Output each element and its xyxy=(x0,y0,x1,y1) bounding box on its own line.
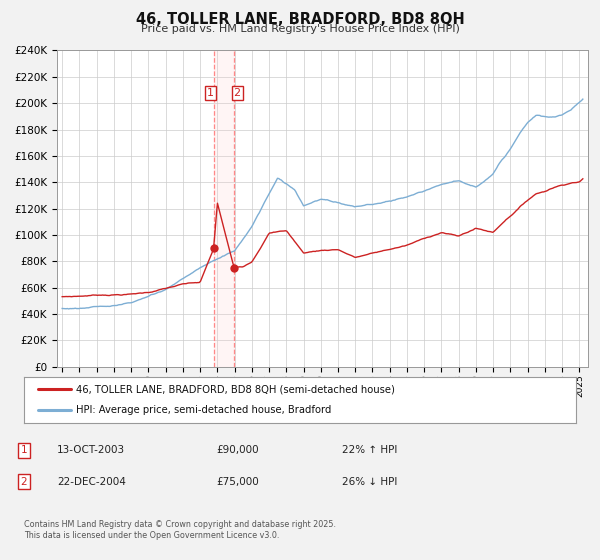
Text: HPI: Average price, semi-detached house, Bradford: HPI: Average price, semi-detached house,… xyxy=(76,405,332,416)
Text: 22-DEC-2004: 22-DEC-2004 xyxy=(57,477,126,487)
Text: 22% ↑ HPI: 22% ↑ HPI xyxy=(342,445,397,455)
Text: 46, TOLLER LANE, BRADFORD, BD8 8QH (semi-detached house): 46, TOLLER LANE, BRADFORD, BD8 8QH (semi… xyxy=(76,384,395,394)
Text: £75,000: £75,000 xyxy=(216,477,259,487)
Text: 2: 2 xyxy=(233,88,241,98)
Text: 1: 1 xyxy=(207,88,214,98)
Text: £90,000: £90,000 xyxy=(216,445,259,455)
Text: 46, TOLLER LANE, BRADFORD, BD8 8QH: 46, TOLLER LANE, BRADFORD, BD8 8QH xyxy=(136,12,464,27)
Text: Price paid vs. HM Land Registry's House Price Index (HPI): Price paid vs. HM Land Registry's House … xyxy=(140,24,460,34)
Text: 1: 1 xyxy=(20,445,28,455)
Text: 26% ↓ HPI: 26% ↓ HPI xyxy=(342,477,397,487)
Text: 13-OCT-2003: 13-OCT-2003 xyxy=(57,445,125,455)
Text: Contains HM Land Registry data © Crown copyright and database right 2025.
This d: Contains HM Land Registry data © Crown c… xyxy=(24,520,336,540)
Text: 2: 2 xyxy=(20,477,28,487)
Bar xyxy=(214,50,234,367)
